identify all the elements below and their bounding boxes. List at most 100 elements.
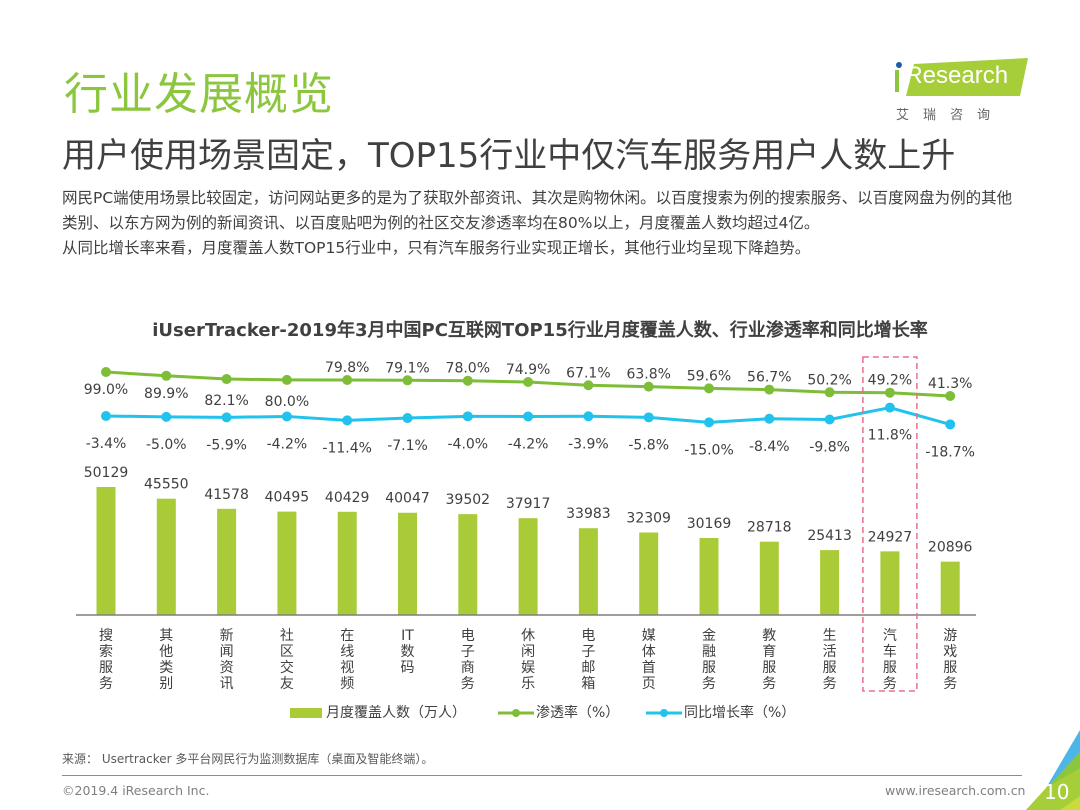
penetration-point-0 [101,367,111,377]
growth-point-13 [884,402,895,413]
growth-label-5: -7.1% [387,438,428,454]
bar-9 [639,532,659,615]
bar-value-label-6: 39502 [446,492,491,508]
bar-value-label-5: 40047 [385,491,430,507]
growth-point-10 [704,417,714,428]
legend-label-penetration: 渗透率（%） [536,705,620,721]
logo-wordmark: iResearch [900,62,1009,89]
penetration-label-4: 79.8% [325,360,369,376]
penetration-label-5: 79.1% [385,360,429,376]
bar-value-label-13: 24927 [868,529,913,545]
penetration-point-4 [342,374,353,385]
penetration-label-0: 99.0% [84,382,128,398]
bar-11 [759,541,779,615]
legend-item-coverage: 月度覆盖人数（万人） [290,702,466,722]
copyright: ©2019.4 iResearch Inc. [62,783,210,798]
penetration-point-3 [281,374,292,385]
intro-paragraph-2: 从同比增长率来看，月度覆盖人数TOP15行业中，只有汽车服务行业实现正增长，其他… [62,239,811,257]
category-label-13: 汽车服务 [883,628,897,692]
bar-value-label-14: 20896 [928,540,973,556]
category-label-10: 金融服务 [702,628,716,692]
category-label-8: 电子邮箱 [581,628,595,692]
section-title: 行业发展概览 [64,69,334,120]
growth-point-4 [342,415,353,426]
penetration-point-7 [523,377,534,388]
penetration-point-10 [704,383,714,394]
bar-3 [277,511,297,615]
bar-value-label-11: 28718 [747,520,792,536]
growth-label-14: -18.7% [925,444,975,460]
legend-label-growth: 同比增长率（%） [684,705,796,721]
penetration-label-2: 82.1% [204,393,248,409]
bar-value-label-2: 41578 [204,487,249,503]
category-label-7: 休闲娱乐 [521,628,535,692]
growth-point-14 [945,419,956,430]
category-label-12: 生活服务 [823,628,837,692]
bar-value-label-3: 40495 [265,490,310,506]
category-label-1: 其他类别 [159,628,173,692]
growth-point-8 [583,411,594,422]
bar-5 [398,512,417,615]
penetration-label-6: 78.0% [446,361,490,377]
growth-label-9: -5.8% [628,437,669,453]
legend-blue-line-marker-icon [646,709,682,717]
penetration-label-12: 50.2% [807,372,851,388]
penetration-label-7: 74.9% [506,362,550,378]
growth-label-13: 11.8% [868,428,912,444]
logo-dot-icon [896,62,902,68]
growth-point-9 [643,412,654,423]
penetration-label-1: 89.9% [144,386,188,402]
growth-point-6 [462,411,473,422]
growth-label-2: -5.9% [206,437,247,453]
penetration-point-9 [643,381,654,392]
category-label-6: 电子商务 [461,628,475,692]
category-label-2: 新闻资讯 [220,628,234,692]
penetration-point-5 [402,375,413,386]
category-label-9: 媒体首页 [642,628,656,692]
growth-label-7: -4.2% [508,436,549,452]
penetration-point-1 [161,370,172,381]
bar-4 [337,511,357,615]
growth-label-11: -8.4% [749,439,790,455]
penetration-label-8: 67.1% [566,365,610,381]
bar-13 [880,551,900,615]
footer-divider [62,775,1022,776]
bar-8 [578,528,598,615]
website-link[interactable]: www.iresearch.com.cn [885,783,1026,798]
category-label-5: IT 数码 [401,628,415,676]
bar-6 [458,514,478,615]
penetration-point-14 [945,391,956,401]
bar-value-label-1: 45550 [144,477,189,493]
growth-label-0: -3.4% [86,436,127,452]
bar-value-label-8: 33983 [566,506,611,522]
bar-7 [518,518,538,615]
bar-value-label-0: 50129 [84,465,129,481]
bar-0 [96,487,116,615]
logo-banner [906,58,1028,96]
category-label-4: 在线视频 [340,628,354,692]
chart-title: iUserTracker-2019年3月中国PC互联网TOP15行业月度覆盖人数… [152,320,928,341]
penetration-label-11: 56.7% [747,370,791,386]
iresearch-logo: iResearch 艾瑞咨询 [890,56,1040,126]
bar-10 [699,537,719,615]
legend-item-growth: 同比增长率（%） [646,702,795,722]
penetration-label-9: 63.8% [626,367,670,383]
growth-point-5 [402,413,413,424]
page-number: 10 [1044,780,1070,804]
legend-item-penetration: 渗透率（%） [498,702,619,722]
penetration-point-13 [884,387,895,398]
penetration-point-6 [462,375,473,386]
logo-chinese-name: 艾瑞咨询 [896,108,1005,123]
penetration-label-3: 80.0% [265,394,309,410]
legend-green-line-marker-icon [498,709,534,717]
logo-i-stem [895,70,899,92]
penetration-point-2 [221,374,232,385]
growth-label-3: -4.2% [267,436,308,452]
category-label-0: 搜索服务 [99,628,113,692]
growth-point-1 [161,411,172,422]
growth-label-10: -15.0% [684,442,734,458]
legend-label-coverage: 月度覆盖人数（万人） [326,705,466,721]
bar-value-label-7: 37917 [506,496,551,512]
corner-decoration [1026,730,1080,810]
